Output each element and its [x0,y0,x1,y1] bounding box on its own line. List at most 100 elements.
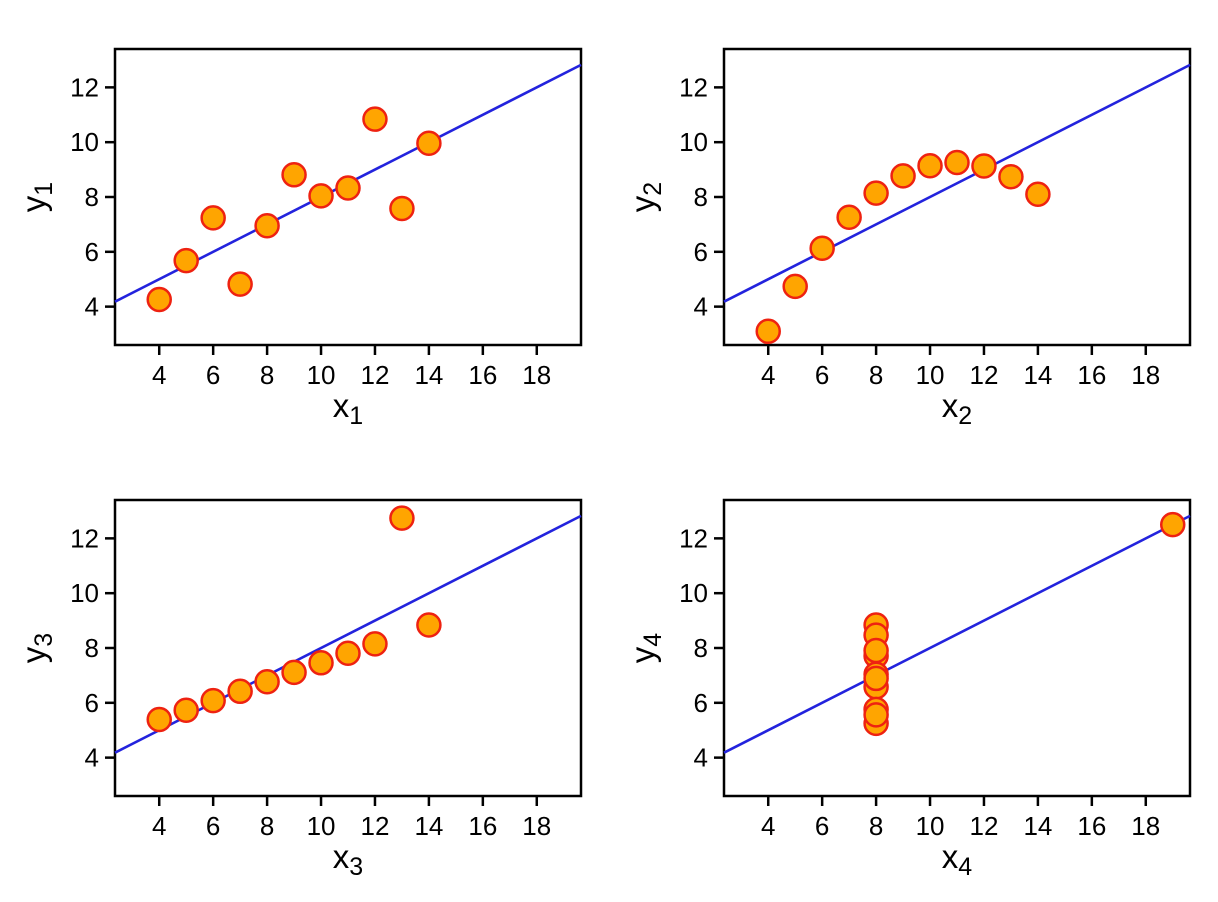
y-axis-label: y4 [624,633,667,664]
data-point [254,213,280,239]
data-point [863,702,889,728]
y-tick-label: 4 [85,292,99,322]
data-point [836,204,862,231]
data-point [200,687,226,714]
x-tick-label: 4 [152,811,166,841]
panel-3: 4 6 8 10 12 14 16 18 4 6 8 10 12 x3 y3 [0,451,609,902]
x-tick-label: 12 [361,360,390,390]
data-point [146,706,172,733]
regression-line [723,514,1191,754]
x-tick-label: 10 [916,811,945,841]
y-axis-label: y1 [15,182,58,212]
data-point [782,273,808,300]
x-tick-label: 6 [206,360,220,390]
x-tick-label: 10 [307,360,336,390]
x-tick-label: 16 [468,360,497,390]
x-tick-label: 12 [361,811,390,841]
x-tick-label: 6 [815,360,829,390]
x-axis-label: x1 [333,387,363,430]
x-tick-label: 14 [1023,360,1052,390]
data-point [335,175,361,201]
data-point [863,637,889,664]
y-tick-label: 12 [679,523,708,553]
y-tick-label: 6 [694,688,708,718]
data-point [944,149,970,176]
x-tick-label: 18 [1131,811,1160,841]
data-point [335,640,361,666]
x-tick-label: 6 [206,811,220,841]
x-axis-label: x2 [942,387,972,430]
data-point [389,195,415,222]
x-tick-label: 4 [152,360,166,390]
x-axis-label: x4 [942,838,973,881]
x-tick-label: 16 [468,811,497,841]
data-point [362,631,388,657]
y-tick-label: 12 [70,523,99,553]
y-tick-label: 4 [694,743,708,773]
x-tick-label: 8 [869,811,883,841]
y-tick-label: 6 [85,237,99,267]
data-point [1159,511,1186,538]
y-tick-label: 4 [694,292,708,322]
data-point [971,153,997,179]
panel-2: 4 6 8 10 12 14 16 18 4 6 8 10 12 x2 y2 [609,0,1218,451]
data-point [227,271,253,297]
data-point [1025,181,1051,208]
y-tick-label: 10 [679,578,708,608]
x-tick-label: 6 [815,811,829,841]
x-tick-label: 12 [970,360,999,390]
data-point [254,668,280,695]
data-point [200,205,226,231]
y-tick-label: 4 [85,743,99,773]
data-point [308,183,334,209]
data-point [917,153,943,179]
x-tick-label: 18 [522,811,551,841]
y-tick-label: 12 [70,72,99,102]
plot-box [722,47,1192,347]
x-tick-label: 10 [916,360,945,390]
data-point [146,286,172,313]
x-tick-label: 12 [970,811,999,841]
x-axis-label: x3 [333,838,363,881]
x-tick-label: 8 [260,811,274,841]
y-tick-label: 6 [85,688,99,718]
data-point [890,163,916,189]
x-tick-label: 18 [522,360,551,390]
data-point [281,162,307,188]
data-point [389,505,415,531]
x-tick-label: 14 [414,360,443,390]
x-tick-label: 4 [761,811,775,841]
y-tick-label: 8 [694,633,708,663]
y-tick-label: 10 [679,127,708,157]
y-tick-label: 10 [70,127,99,157]
y-tick-label: 10 [70,578,99,608]
data-point [416,612,442,638]
data-point [998,163,1024,190]
x-tick-label: 8 [869,360,883,390]
y-axis-label: y2 [624,182,667,212]
x-tick-label: 16 [1077,360,1106,390]
y-axis-label: y3 [15,633,58,663]
data-point [416,130,442,157]
data-point [173,247,199,274]
data-point [173,697,199,723]
data-point [863,665,889,692]
x-tick-label: 14 [414,811,443,841]
x-tick-label: 16 [1077,811,1106,841]
x-tick-label: 14 [1023,811,1052,841]
regression-line [723,63,1191,303]
y-tick-label: 12 [679,72,708,102]
y-tick-label: 8 [694,182,708,212]
data-point [281,659,307,686]
x-tick-label: 10 [307,811,336,841]
plot-box [722,498,1192,798]
y-tick-label: 6 [694,237,708,267]
data-point [863,180,889,206]
y-tick-label: 8 [85,633,99,663]
data-point [362,106,388,132]
